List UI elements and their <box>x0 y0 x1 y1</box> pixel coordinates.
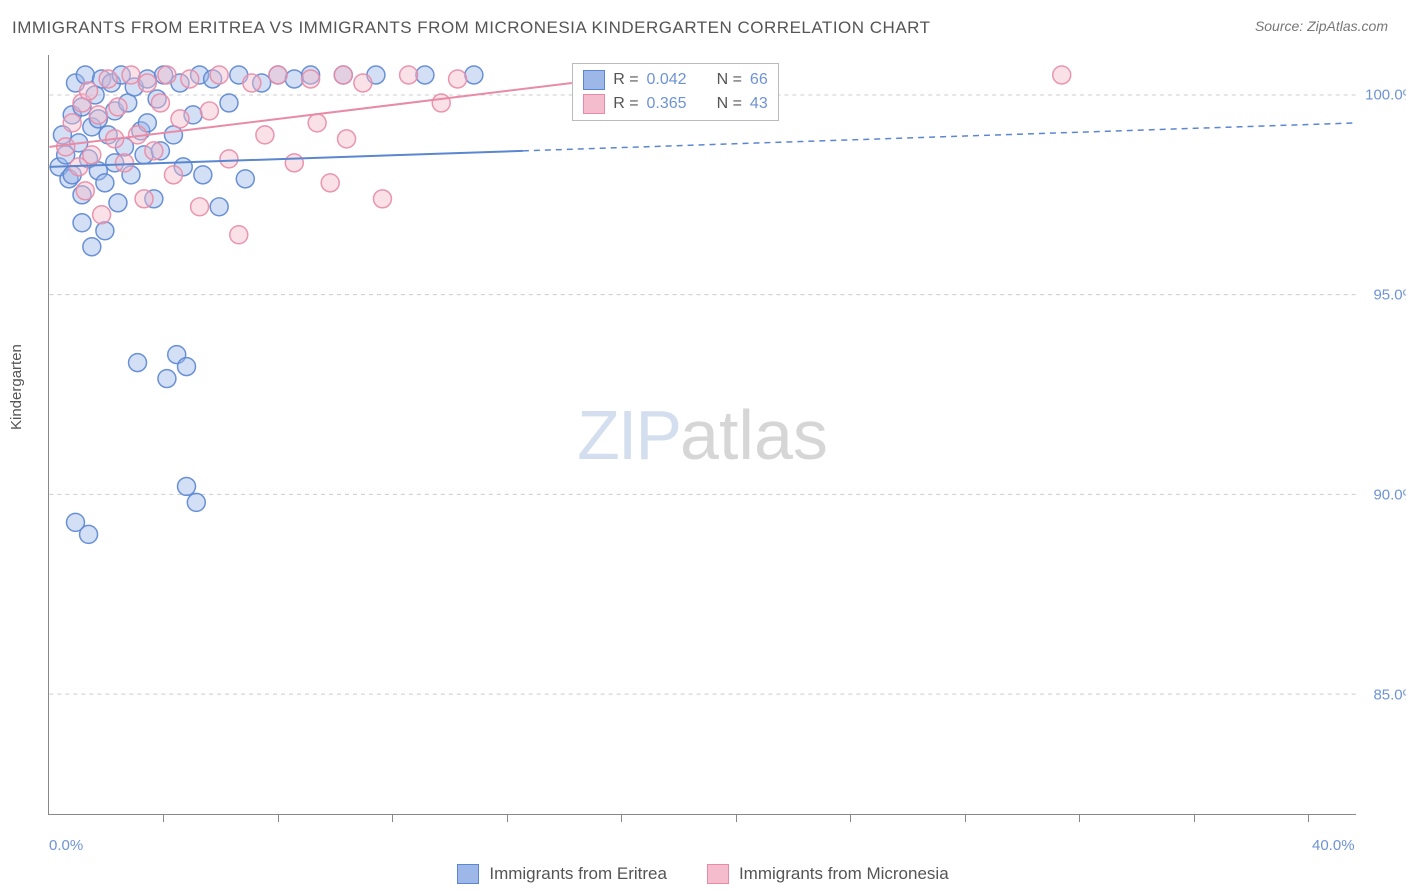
plot-area: ZIPatlas R =0.042N =66R =0.365N =43 85.0… <box>48 55 1356 815</box>
x-minor-tick <box>507 814 508 822</box>
x-tick-label: 40.0% <box>1312 837 1355 854</box>
x-minor-tick <box>736 814 737 822</box>
x-minor-tick <box>1194 814 1195 822</box>
x-minor-tick <box>392 814 393 822</box>
x-tick-label: 0.0% <box>49 837 83 854</box>
legend-item-label: Immigrants from Micronesia <box>739 864 949 884</box>
legend-row: R = 0.042 N = 66 <box>583 68 768 92</box>
legend-swatch <box>583 94 605 114</box>
legend-row: R = 0.365 N = 43 <box>583 92 768 116</box>
chart-title: IMMIGRANTS FROM ERITREA VS IMMIGRANTS FR… <box>12 18 931 38</box>
legend-item: Immigrants from Eritrea <box>457 864 667 884</box>
legend-r-value: 0.365 <box>647 95 687 113</box>
legend-swatch <box>707 864 729 884</box>
x-minor-tick <box>621 814 622 822</box>
chart-svg <box>49 55 1356 814</box>
y-tick-label: 100.0% <box>1365 87 1406 104</box>
legend-n-label: N = <box>717 71 742 89</box>
x-minor-tick <box>1079 814 1080 822</box>
legend-correlation: R = 0.042 N = 66 R = 0.365 N = 43 <box>572 63 779 121</box>
legend-r-label: R = <box>613 95 638 113</box>
x-minor-tick <box>1308 814 1309 822</box>
legend-n-label: N = <box>717 95 742 113</box>
legend-item-label: Immigrants from Eritrea <box>489 864 667 884</box>
y-tick-label: 85.0% <box>1373 687 1406 704</box>
x-minor-tick <box>278 814 279 822</box>
legend-n-value: 43 <box>750 95 768 113</box>
x-minor-tick <box>965 814 966 822</box>
legend-r-value: 0.042 <box>647 71 687 89</box>
y-tick-label: 90.0% <box>1373 487 1406 504</box>
y-tick-label: 95.0% <box>1373 287 1406 304</box>
x-minor-tick <box>850 814 851 822</box>
legend-series: Immigrants from Eritrea Immigrants from M… <box>0 864 1406 884</box>
source-credit: Source: ZipAtlas.com <box>1255 18 1388 34</box>
legend-swatch <box>583 70 605 90</box>
legend-r-label: R = <box>613 71 638 89</box>
legend-item: Immigrants from Micronesia <box>707 864 949 884</box>
legend-n-value: 66 <box>750 71 768 89</box>
legend-swatch <box>457 864 479 884</box>
x-minor-tick <box>163 814 164 822</box>
y-axis-label: Kindergarten <box>8 344 25 430</box>
